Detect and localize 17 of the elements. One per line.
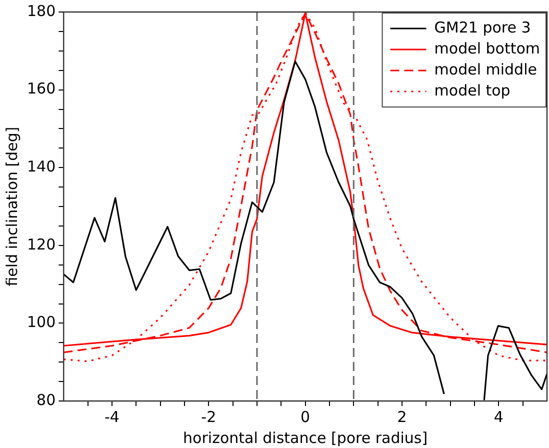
x-tick-label: -4 (104, 408, 120, 426)
y-axis-title: field inclination [deg] (2, 126, 21, 286)
x-tick-label: 2 (397, 408, 407, 426)
legend-label: model top (434, 81, 510, 100)
y-tick-label: 180 (26, 2, 56, 20)
y-tick-label: 160 (26, 80, 56, 98)
legend-label: model bottom (434, 39, 540, 58)
x-axis-title: horizontal distance [pore radius] (183, 428, 428, 447)
legend-label: model middle (434, 60, 537, 78)
x-tick-label: 0 (300, 408, 310, 426)
y-tick-label: 80 (36, 390, 56, 409)
y-tick-label: 140 (26, 157, 56, 176)
x-tick-label: -2 (201, 408, 216, 426)
x-tick-label: 4 (494, 408, 504, 426)
y-tick-label: 100 (26, 313, 56, 332)
y-tick-label: 120 (26, 235, 56, 254)
legend-label: GM21 pore 3 (434, 18, 531, 36)
